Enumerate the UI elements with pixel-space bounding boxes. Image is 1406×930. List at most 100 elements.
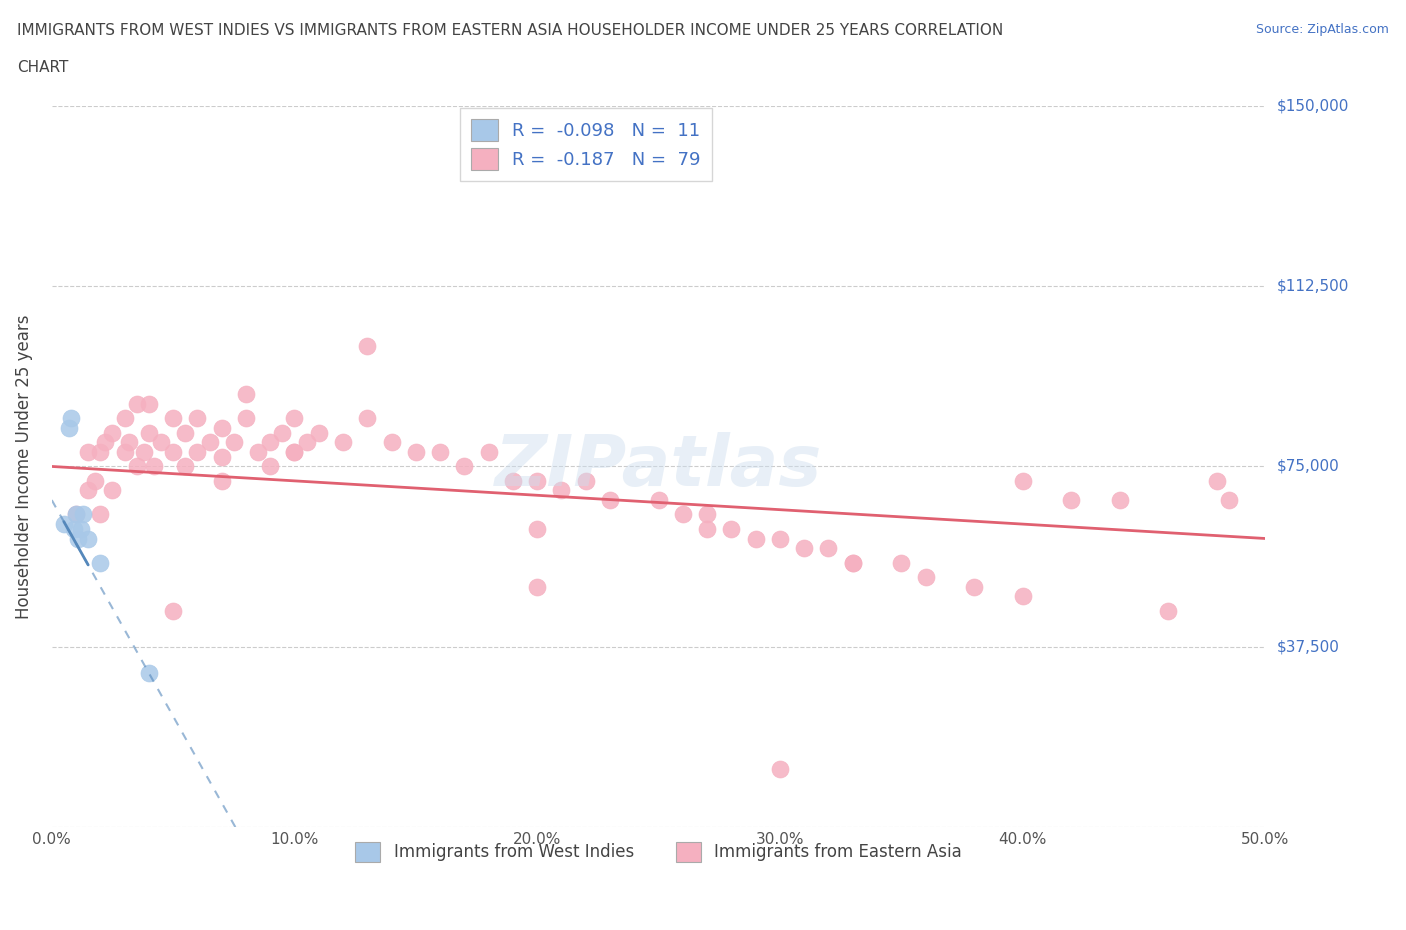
Point (271, 425, 294, 440)
Point (356, 339, 378, 353)
Point (259, 435, 281, 450)
Point (114, 445, 136, 459)
Point (502, 473, 524, 488)
Point (198, 435, 221, 450)
Point (356, 411, 378, 426)
Text: $150,000: $150,000 (1277, 99, 1348, 113)
Point (1011, 473, 1033, 488)
Point (65, 507, 87, 522)
Point (77, 445, 100, 459)
Point (211, 420, 233, 435)
Point (575, 473, 598, 488)
Text: $37,500: $37,500 (1277, 639, 1340, 654)
Point (380, 435, 402, 450)
Point (89, 445, 111, 459)
Point (696, 507, 718, 522)
Point (1218, 493, 1240, 508)
Point (62, 522, 84, 537)
Point (1060, 493, 1083, 508)
Point (162, 604, 184, 618)
Point (235, 411, 257, 426)
Point (125, 459, 148, 474)
Point (672, 507, 695, 522)
Point (142, 459, 165, 474)
Point (841, 555, 863, 570)
Point (429, 445, 451, 459)
Point (89, 555, 111, 570)
Point (174, 459, 197, 474)
Point (162, 445, 184, 459)
Point (70, 522, 93, 537)
Point (138, 425, 160, 440)
Point (1205, 473, 1227, 488)
Text: ZIPatlas: ZIPatlas (495, 432, 823, 501)
Text: $75,000: $75,000 (1277, 458, 1339, 474)
Point (696, 522, 718, 537)
Point (77, 483, 100, 498)
Point (405, 445, 427, 459)
Point (283, 445, 305, 459)
Point (211, 473, 233, 488)
Point (118, 435, 141, 450)
Point (914, 569, 936, 584)
Point (332, 435, 354, 450)
Point (101, 483, 124, 498)
Point (174, 425, 197, 440)
Point (1011, 589, 1033, 604)
Point (186, 445, 208, 459)
Point (186, 411, 208, 426)
Point (60, 411, 83, 426)
Point (222, 435, 245, 450)
Point (744, 531, 766, 546)
Point (1157, 604, 1180, 618)
Point (963, 579, 986, 594)
Text: CHART: CHART (17, 60, 69, 75)
Point (94, 435, 117, 450)
Point (77, 531, 100, 546)
Point (769, 762, 792, 777)
Point (259, 459, 281, 474)
Point (67, 531, 90, 546)
Point (283, 445, 305, 459)
Point (114, 411, 136, 426)
Point (84, 473, 107, 488)
Point (890, 555, 912, 570)
Point (817, 540, 839, 555)
Point (52, 517, 75, 532)
Point (125, 396, 148, 411)
Point (647, 493, 669, 508)
Point (1108, 493, 1130, 508)
Point (162, 411, 184, 426)
Point (138, 396, 160, 411)
Point (211, 449, 233, 464)
Point (308, 425, 330, 440)
Point (478, 445, 501, 459)
Point (235, 387, 257, 402)
Point (453, 459, 475, 474)
Point (769, 531, 792, 546)
Point (526, 522, 548, 537)
Point (132, 445, 155, 459)
Y-axis label: Householder Income Under 25 years: Householder Income Under 25 years (15, 314, 32, 618)
Text: IMMIGRANTS FROM WEST INDIES VS IMMIGRANTS FROM EASTERN ASIA HOUSEHOLDER INCOME U: IMMIGRANTS FROM WEST INDIES VS IMMIGRANT… (17, 23, 1002, 38)
Point (526, 579, 548, 594)
Text: $112,500: $112,500 (1277, 279, 1348, 294)
Point (58, 420, 80, 435)
Point (550, 483, 572, 498)
Point (295, 435, 318, 450)
Point (720, 522, 742, 537)
Point (101, 425, 124, 440)
Point (65, 507, 87, 522)
Point (599, 493, 621, 508)
Point (283, 411, 305, 426)
Point (72, 507, 94, 522)
Point (526, 473, 548, 488)
Point (841, 555, 863, 570)
Point (793, 540, 815, 555)
Point (149, 435, 172, 450)
Legend: Immigrants from West Indies, Immigrants from Eastern Asia: Immigrants from West Indies, Immigrants … (349, 835, 969, 869)
Point (89, 507, 111, 522)
Point (138, 666, 160, 681)
Point (247, 445, 270, 459)
Text: Source: ZipAtlas.com: Source: ZipAtlas.com (1256, 23, 1389, 36)
